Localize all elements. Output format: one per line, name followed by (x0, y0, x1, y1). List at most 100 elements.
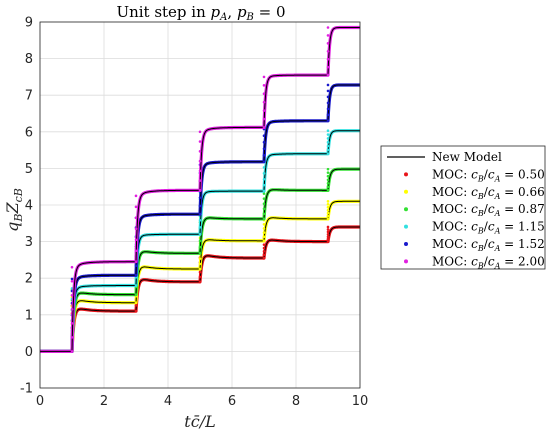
legend-box (380, 145, 546, 270)
moc-marker (134, 238, 138, 242)
moc-marker (262, 217, 266, 221)
moc-marker (262, 84, 266, 87)
moc-marker (134, 284, 138, 287)
moc-marker (198, 218, 202, 222)
x-tick-label: 0 (36, 394, 44, 409)
moc-marker (198, 270, 202, 274)
moc-marker (326, 202, 330, 206)
moc-marker (262, 227, 266, 230)
moc-marker (326, 57, 330, 61)
moc-marker (326, 230, 330, 234)
moc-marker (198, 159, 202, 163)
moc-marker (326, 95, 330, 99)
moc-marker (326, 232, 330, 236)
moc-marker (134, 205, 138, 209)
legend-entry: MOC: cB/cA = 2.00 (432, 254, 545, 270)
moc-marker (262, 75, 266, 79)
y-tick-label: 1 (25, 308, 33, 323)
moc-marker (262, 192, 266, 195)
moc-marker (262, 197, 266, 200)
moc-marker (326, 211, 330, 215)
x-tick-label: 8 (292, 394, 300, 409)
x-tick-label: 4 (164, 394, 172, 409)
moc-marker (326, 101, 330, 105)
moc-marker (326, 129, 330, 133)
moc-marker (134, 273, 138, 277)
axes-box (39, 21, 361, 389)
moc-marker (262, 117, 266, 121)
moc-marker (326, 235, 330, 239)
moc-marker (198, 252, 202, 255)
moc-marker (326, 49, 330, 53)
y-tick-labels: -1 0 1 2 3 4 5 6 7 8 9 (20, 16, 33, 397)
moc-marker (262, 222, 266, 226)
moc-marker (134, 249, 138, 253)
moc-marker (326, 185, 330, 189)
moc-marker (326, 144, 330, 148)
x-tick-label: 6 (228, 394, 236, 409)
moc-marker (326, 133, 330, 136)
moc-marker (70, 350, 74, 353)
moc-marker (326, 167, 330, 171)
moc-marker (326, 178, 330, 182)
moc-marker (70, 336, 74, 339)
moc-marker (198, 232, 202, 236)
moc-marker (326, 89, 330, 93)
moc-marker (198, 169, 202, 173)
moc-marker (134, 293, 138, 296)
legend-marker-swatch (404, 207, 408, 212)
moc-marker (198, 245, 202, 249)
moc-marker (262, 235, 266, 239)
moc-marker (326, 42, 330, 45)
moc-marker (198, 204, 202, 208)
moc-marker (262, 160, 266, 164)
y-tick-label: 3 (25, 235, 33, 250)
moc-marker (326, 205, 330, 209)
legend-marker-swatch (404, 172, 408, 177)
y-tick-label: 8 (25, 52, 33, 67)
moc-marker (134, 301, 138, 305)
moc-marker (134, 260, 138, 264)
moc-marker (262, 231, 266, 234)
moc-marker (262, 183, 266, 187)
x-axis-label: tc̄/L (184, 412, 215, 431)
moc-marker (262, 250, 266, 253)
moc-marker (262, 253, 266, 257)
moc-marker (262, 177, 266, 181)
moc-marker (134, 264, 138, 267)
moc-marker (134, 194, 138, 198)
moc-marker (326, 217, 330, 221)
legend-marker-swatch (404, 242, 408, 246)
moc-marker (326, 225, 330, 229)
moc-marker (198, 196, 202, 199)
moc-marker (326, 228, 330, 231)
moc-marker (326, 137, 330, 140)
moc-marker (262, 172, 266, 175)
moc-marker (326, 83, 330, 87)
moc-marker (326, 152, 330, 156)
moc-marker (262, 109, 266, 112)
moc-marker (262, 243, 266, 246)
y-tick-label: 7 (25, 89, 33, 104)
moc-marker (326, 237, 330, 241)
moc-marker (326, 171, 330, 174)
moc-marker (70, 265, 74, 269)
moc-marker (198, 280, 202, 284)
moc-marker (326, 181, 330, 185)
legend-entry: MOC: cB/cA = 1.52 (432, 237, 545, 253)
moc-marker (198, 262, 202, 266)
moc-marker (326, 26, 330, 29)
moc-marker (198, 257, 202, 260)
y-tick-label: 2 (25, 272, 33, 287)
moc-marker (134, 304, 138, 307)
moc-marker (326, 214, 330, 218)
x-tick-label: 10 (352, 394, 369, 409)
moc-marker (262, 202, 266, 206)
y-tick-label: -1 (20, 382, 33, 397)
moc-marker (262, 100, 266, 104)
legend-marker-swatch (404, 189, 408, 194)
moc-marker (262, 134, 266, 138)
moc-marker (198, 239, 202, 243)
curves (38, 25, 362, 353)
